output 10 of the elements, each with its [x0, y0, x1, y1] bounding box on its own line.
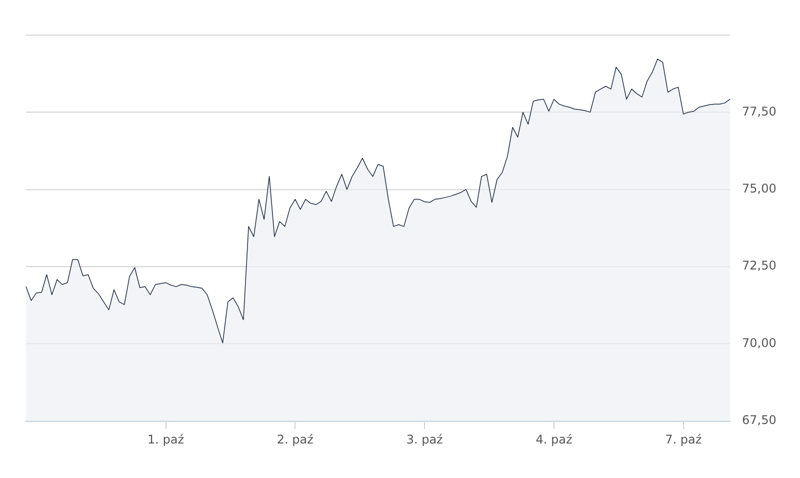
y-tick-label: 67,50	[742, 413, 776, 428]
x-tick-label: 2. paź	[276, 432, 314, 446]
x-tick-label: 4. paź	[536, 432, 572, 446]
x-tick-label: 1. paź	[147, 432, 184, 446]
x-tick-label: 3. paź	[406, 432, 443, 446]
y-tick-label: 72,50	[742, 258, 776, 273]
x-tick-label: 7. paź	[665, 432, 702, 446]
y-tick-label: 75,00	[742, 182, 776, 196]
y-tick-label: 77,50	[742, 104, 776, 118]
y-tick-label: 70,00	[742, 336, 776, 350]
